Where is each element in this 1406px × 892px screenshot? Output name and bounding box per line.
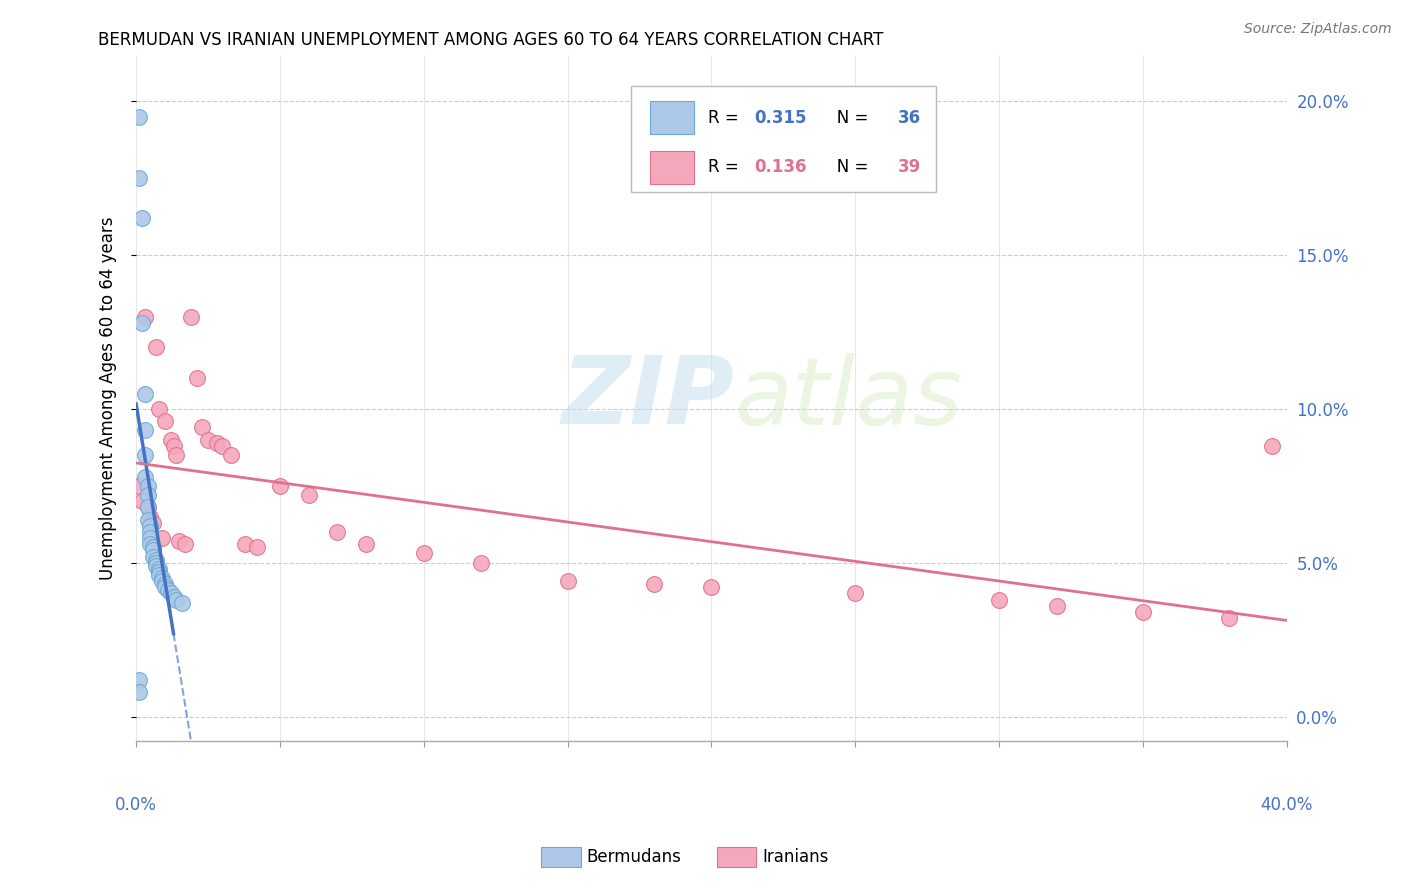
Point — [159, 586, 181, 600]
Point — [150, 531, 173, 545]
Point — [134, 469, 156, 483]
Point — [167, 534, 190, 549]
Point — [557, 574, 579, 589]
Point — [148, 401, 170, 416]
Text: N =: N = — [821, 158, 873, 177]
Point — [165, 448, 187, 462]
Point — [145, 558, 167, 573]
Point — [153, 580, 176, 594]
Text: Bermudans: Bermudans — [586, 848, 681, 866]
Point — [148, 568, 170, 582]
Text: R =: R = — [707, 158, 744, 177]
Point — [844, 586, 866, 600]
Point — [165, 592, 187, 607]
Text: 0.315: 0.315 — [754, 109, 807, 127]
Point — [326, 524, 349, 539]
Point — [139, 518, 162, 533]
Text: 0.136: 0.136 — [754, 158, 807, 177]
Point — [197, 433, 219, 447]
Point — [150, 574, 173, 589]
Point — [298, 488, 321, 502]
Point — [246, 541, 269, 555]
FancyBboxPatch shape — [651, 101, 695, 134]
Text: 0.0%: 0.0% — [115, 797, 157, 814]
Text: atlas: atlas — [734, 352, 963, 443]
Text: Iranians: Iranians — [762, 848, 828, 866]
Point — [1132, 605, 1154, 619]
Point — [128, 479, 150, 493]
Text: 36: 36 — [898, 109, 921, 127]
Point — [134, 310, 156, 324]
Point — [136, 500, 159, 515]
Point — [643, 577, 665, 591]
Point — [153, 577, 176, 591]
Text: Source: ZipAtlas.com: Source: ZipAtlas.com — [1244, 22, 1392, 37]
Point — [1218, 611, 1240, 625]
Point — [136, 479, 159, 493]
Point — [470, 556, 492, 570]
Point — [205, 435, 228, 450]
Point — [162, 439, 184, 453]
Point — [139, 531, 162, 545]
Point — [235, 537, 257, 551]
Point — [162, 590, 184, 604]
Point — [131, 211, 153, 226]
Point — [134, 448, 156, 462]
Point — [142, 543, 165, 558]
Point — [159, 433, 181, 447]
Y-axis label: Unemployment Among Ages 60 to 64 years: Unemployment Among Ages 60 to 64 years — [100, 217, 117, 580]
Point — [354, 537, 377, 551]
Point — [219, 448, 242, 462]
Point — [174, 537, 197, 551]
Point — [148, 565, 170, 579]
Point — [1045, 599, 1067, 613]
Point — [145, 340, 167, 354]
Point — [412, 546, 434, 560]
Text: N =: N = — [821, 109, 873, 127]
Point — [136, 500, 159, 515]
Point — [186, 371, 208, 385]
Point — [142, 516, 165, 530]
Point — [172, 596, 194, 610]
Point — [139, 537, 162, 551]
Point — [153, 414, 176, 428]
Point — [128, 673, 150, 687]
Point — [1261, 439, 1284, 453]
Point — [156, 583, 179, 598]
Text: BERMUDAN VS IRANIAN UNEMPLOYMENT AMONG AGES 60 TO 64 YEARS CORRELATION CHART: BERMUDAN VS IRANIAN UNEMPLOYMENT AMONG A… — [98, 31, 884, 49]
Point — [988, 592, 1011, 607]
Point — [145, 556, 167, 570]
Text: ZIP: ZIP — [561, 352, 734, 444]
Point — [269, 479, 291, 493]
Point — [142, 549, 165, 564]
Text: 40.0%: 40.0% — [1260, 797, 1313, 814]
Point — [145, 552, 167, 566]
Point — [191, 420, 214, 434]
Text: 39: 39 — [898, 158, 921, 177]
Point — [142, 541, 165, 555]
Point — [700, 580, 723, 594]
Point — [211, 439, 233, 453]
Point — [180, 310, 202, 324]
Point — [139, 509, 162, 524]
Point — [131, 494, 153, 508]
Point — [134, 424, 156, 438]
Point — [128, 110, 150, 124]
Point — [134, 386, 156, 401]
FancyBboxPatch shape — [651, 151, 695, 184]
Text: R =: R = — [707, 109, 744, 127]
Point — [128, 685, 150, 699]
Point — [131, 316, 153, 330]
FancyBboxPatch shape — [631, 86, 936, 193]
Point — [150, 571, 173, 585]
Point — [148, 562, 170, 576]
Point — [139, 524, 162, 539]
Point — [136, 513, 159, 527]
Point — [128, 171, 150, 186]
Point — [136, 488, 159, 502]
